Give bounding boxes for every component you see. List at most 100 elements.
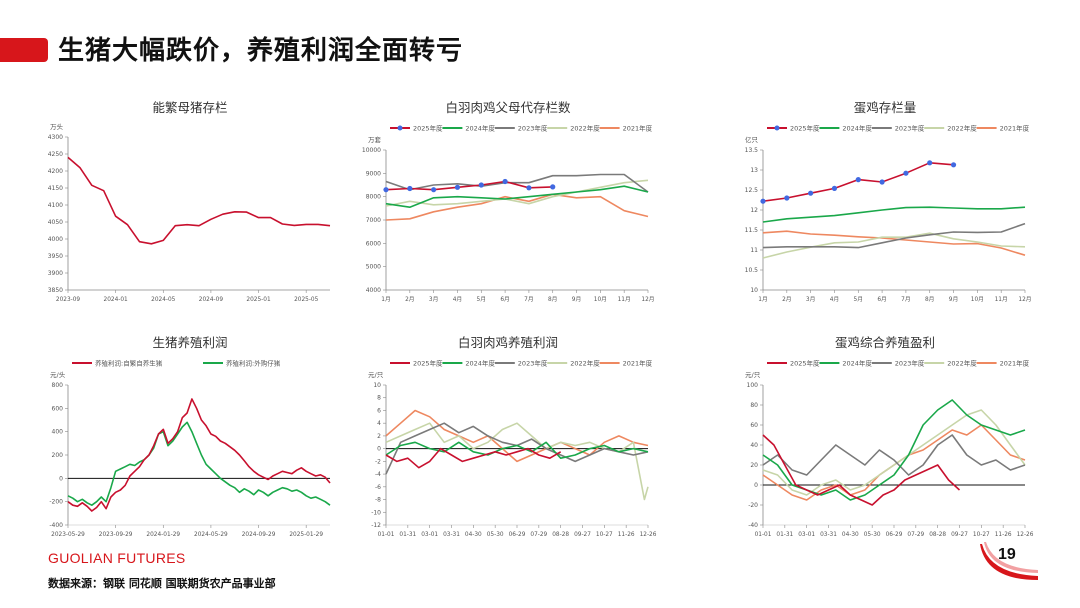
layer-stock-legend-item: 2024年度	[819, 124, 872, 133]
layer-profit-y-tick-label: 80	[750, 402, 758, 409]
layer-profit-y-tick-label: -20	[748, 502, 758, 509]
svg-text:2021年度: 2021年度	[1000, 124, 1030, 133]
broiler-stock-legend-item: 2021年度	[599, 124, 653, 133]
broiler-stock-data-point	[526, 185, 532, 191]
layer-stock-x-tick-label: 1月	[758, 296, 768, 303]
broiler-stock-x-tick-label: 8月	[548, 296, 558, 303]
broiler-profit-y-unit-label: 元/只	[368, 371, 384, 379]
layer-profit-legend-item: 2023年度	[871, 359, 925, 368]
layer-stock-data-point	[784, 195, 790, 201]
sow-x-tick-label: 2025-01	[246, 297, 271, 303]
svg-text:2022年度: 2022年度	[947, 124, 977, 133]
layer-profit-x-tick-label: 01-01	[755, 532, 772, 538]
broiler-profit-x-tick-label: 12-26	[640, 532, 657, 538]
broiler-profit-x-tick-label: 01-01	[378, 532, 395, 538]
layer-stock-y-unit-label: 亿只	[745, 135, 759, 144]
layer-profit-chart-title: 蛋鸡综合养殖盈利	[835, 335, 935, 350]
broiler-profit-chart-title: 白羽肉鸡养殖利润	[458, 335, 558, 350]
svg-text:2025年度: 2025年度	[790, 359, 820, 368]
broiler-profit-y-tick-label: -2	[375, 458, 381, 465]
broiler-stock-x-tick-label: 7月	[524, 296, 534, 303]
svg-text:2022年度: 2022年度	[570, 124, 600, 133]
hog-profit-x-tick-label: 2023-05-29	[51, 532, 85, 538]
layer-profit-y-unit-label: 元/只	[745, 371, 761, 379]
sow-y-tick-label: 3950	[48, 253, 63, 260]
broiler-profit-x-tick-label: 03-31	[443, 532, 460, 538]
layer-stock-x-tick-label: 12月	[1018, 296, 1031, 303]
sow-y-tick-label: 3850	[48, 287, 63, 294]
broiler-profit-legend-item: 2024年度	[442, 359, 495, 368]
broiler-profit-legend-item: 2021年度	[599, 359, 653, 368]
broiler-profit-x-tick-label: 11-26	[618, 532, 635, 538]
layer-profit-series-line	[762, 409, 1026, 496]
page-number: 19	[998, 546, 1016, 563]
hog-profit-x-tick-label: 2024-05-29	[194, 532, 228, 538]
svg-text:2022年度: 2022年度	[570, 359, 600, 368]
broiler-stock-y-tick-label: 4000	[366, 287, 381, 294]
layer-profit-x-tick-label: 12-26	[1017, 532, 1034, 538]
layer-stock-series-line	[762, 222, 1026, 249]
broiler-stock-series-line	[385, 173, 649, 193]
layer-stock-data-point	[855, 177, 861, 183]
sow-y-tick-label: 4200	[48, 168, 63, 175]
broiler-profit-y-tick-label: -6	[375, 484, 381, 491]
hog-profit-y-tick-label: -200	[49, 499, 63, 506]
layer-stock-x-tick-label: 7月	[901, 296, 911, 303]
broiler-stock-x-tick-label: 4月	[453, 296, 463, 303]
brand-logo-text: GUOLIAN FUTURES	[48, 550, 186, 566]
broiler-stock-series-line	[385, 193, 649, 221]
svg-text:2024年度: 2024年度	[842, 124, 872, 133]
layer-profit-y-tick-label: -40	[748, 522, 758, 529]
layer-stock-x-tick-label: 2月	[782, 296, 792, 303]
broiler-stock-y-tick-label: 6000	[366, 240, 381, 247]
broiler-stock-data-point	[478, 182, 484, 188]
svg-text:2022年度: 2022年度	[947, 359, 977, 368]
broiler-profit-x-tick-label: 07-29	[530, 532, 547, 538]
layer-stock-data-point	[950, 162, 957, 168]
broiler-stock-y-tick-label: 5000	[366, 264, 381, 271]
broiler-stock-series-line	[385, 185, 649, 208]
broiler-stock-data-point	[431, 187, 437, 193]
hog-profit-y-tick-label: 400	[52, 429, 64, 436]
svg-text:2024年度: 2024年度	[465, 124, 495, 133]
layer-stock-series-line	[762, 232, 1026, 259]
chart-panel-broiler-stock: 白羽肉鸡父母代存栏数 2025年度 2024年度 2023年度 2022年度 2021年度…	[358, 95, 658, 310]
broiler-stock-legend-item: 2024年度	[442, 124, 495, 133]
layer-stock-series-line	[762, 206, 1026, 223]
broiler-profit-x-tick-label: 06-29	[509, 532, 526, 538]
sow-y-unit-label: 万头	[50, 122, 64, 131]
layer-profit-x-tick-label: 04-30	[842, 532, 859, 538]
title-accent-bar	[0, 38, 48, 62]
sow-series-line	[67, 156, 331, 245]
svg-text:2024年度: 2024年度	[465, 359, 495, 368]
broiler-stock-data-point	[502, 178, 508, 185]
broiler-profit-y-tick-label: 0	[377, 446, 381, 453]
broiler-stock-x-tick-label: 3月	[429, 296, 439, 303]
hog-profit-y-unit-label: 元/头	[50, 370, 66, 379]
broiler-profit-chart-svg: 白羽肉鸡养殖利润 2025年度 2024年度 2023年度 2022年度 2021年度元/…	[368, 335, 657, 538]
broiler-profit-y-tick-label: -8	[375, 497, 381, 504]
broiler-stock-x-tick-label: 1月	[381, 296, 391, 303]
layer-profit-x-tick-label: 11-26	[995, 532, 1012, 538]
layer-profit-legend-item: 2021年度	[976, 359, 1030, 368]
broiler-stock-legend-item: 2023年度	[494, 124, 548, 133]
hog-profit-y-tick-label: 800	[52, 382, 64, 389]
chart-panel-layer-stock: 蛋鸡存栏量 2025年度 2024年度 2023年度 2022年度 2021年度 亿只 10 1…	[735, 95, 1035, 310]
layer-stock-y-tick-label: 12.5	[745, 187, 759, 194]
layer-stock-data-point	[903, 170, 909, 176]
broiler-profit-y-tick-label: 8	[377, 395, 381, 402]
page-swoosh-icon	[980, 542, 1038, 580]
broiler-profit-x-tick-label: 10-27	[596, 532, 613, 538]
sow-y-tick-label: 4300	[48, 134, 63, 141]
broiler-profit-y-tick-label: -12	[371, 522, 381, 529]
hog-profit-y-tick-label: 600	[52, 405, 64, 412]
broiler-profit-y-tick-label: -10	[371, 509, 381, 516]
hog-profit-x-tick-label: 2023-09-29	[99, 532, 133, 538]
hog-profit-series-line	[67, 421, 331, 506]
svg-text:2023年度: 2023年度	[518, 124, 548, 133]
layer-stock-x-tick-label: 6月	[877, 296, 887, 303]
broiler-profit-y-tick-label: 2	[377, 433, 381, 440]
layer-stock-data-point	[879, 179, 885, 185]
hog-profit-chart-title: 生猪养殖利润	[152, 335, 227, 350]
